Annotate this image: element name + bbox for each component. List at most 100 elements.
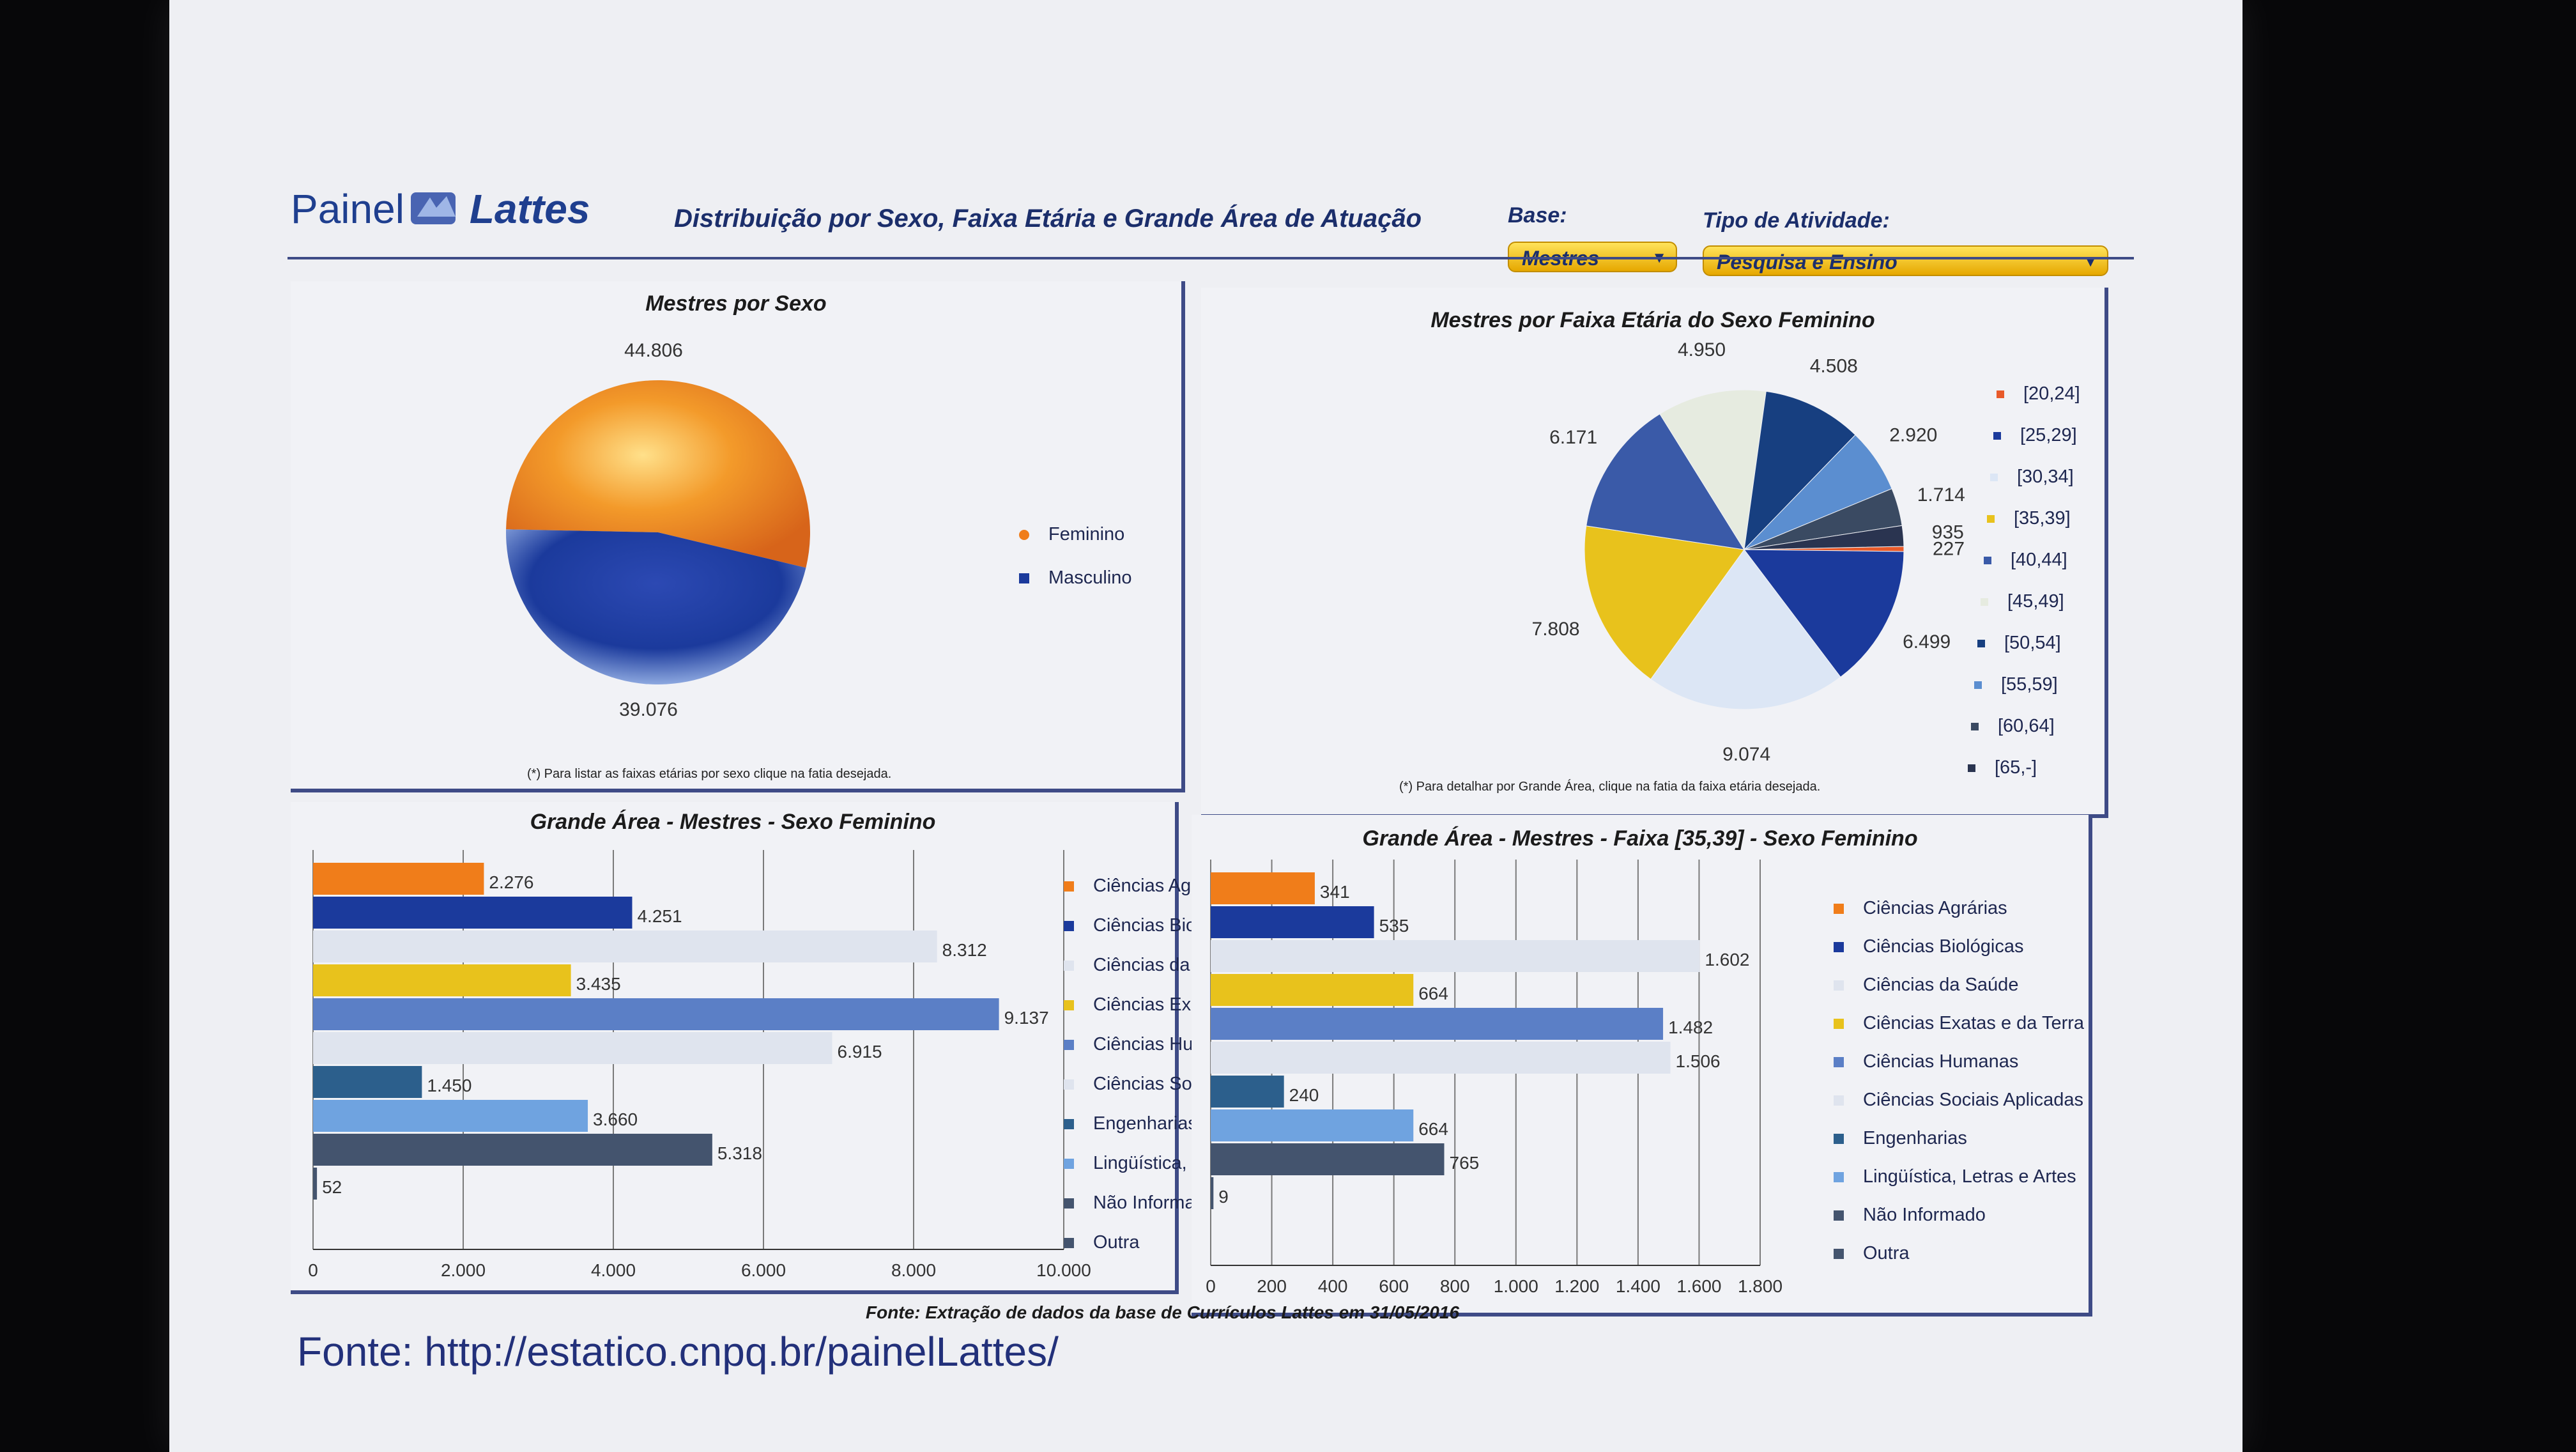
screen: Painel Lattes Distribuição por Sexo, Fai… [169,0,2242,1452]
pie-slice-35-39[interactable] [1584,525,1745,680]
legend-label: Outra [1863,1243,1910,1263]
pie-value-label: 935 [1932,522,1964,543]
pie-slice-30-34[interactable] [1650,549,1841,710]
legend-item-55-59[interactable]: [55,59] [1974,674,2058,695]
pie-value-label: 227 [1933,539,1965,560]
bar-outra[interactable] [1211,1177,1214,1209]
legend-item-nao-informado[interactable]: Não Informado [1834,1205,1986,1226]
x-tick-label: 1.600 [1676,1276,1721,1296]
legend-item-50-54[interactable]: [50,54] [1977,633,2061,654]
legend-label: Ciências Agrárias [1863,898,2007,918]
pie-value-label: 4.950 [1678,339,1726,360]
legend-item-engenharias[interactable]: Engenharias [1064,1113,1197,1134]
bar-ciencias-sociais-aplicadas[interactable] [1211,1042,1671,1074]
legend-swatch [1990,474,1998,482]
legend-label: Feminino [1048,524,1125,544]
pie-faixa-slices[interactable] [1584,389,1905,710]
legend-label: Engenharias [1863,1128,1967,1148]
legend-swatch [1064,1000,1074,1011]
bar-ciencias-exatas-e-da-terra[interactable] [1211,974,1414,1006]
legend-swatch [1019,530,1029,541]
bar-nao-informado[interactable] [1211,1143,1445,1175]
legend-item-ciencias-agrarias[interactable]: Ciências Agrárias [1834,898,2007,919]
legend-item-25-29[interactable]: [25,29] [1993,425,2077,446]
pie-slice-65[interactable] [1744,525,1905,550]
legend-item-ciencias-biologicas[interactable]: Ciências Biológicas [1834,936,2023,957]
legend-item-ciencias-exatas-e-da-terra[interactable]: Ciências Exatas e da Terra [1834,1013,2084,1034]
bar-value-label: 1.602 [1705,950,1749,969]
panel-mestres-por-sexo: Mestres por Sexo 44.806 39.076 Feminino [291,281,1185,792]
bar-ciencias-exatas-e-da-terra[interactable] [313,964,571,996]
bar-value-label: 9.137 [1004,1008,1049,1028]
legend-item-60-64[interactable]: [60,64] [1971,716,2055,737]
bar-engenharias[interactable] [1211,1076,1284,1108]
pie-slice-25-29[interactable] [1743,549,1905,678]
legend-item-outra[interactable]: Outra [1064,1232,1140,1253]
x-tick-label: 2.000 [441,1260,486,1280]
legend-item-ciencias-sociais-aplicadas[interactable]: Ciências Sociais Aplicadas [1834,1090,2083,1111]
bar-value-label: 8.312 [942,940,987,960]
legend-item-feminino[interactable]: Feminino [1019,524,1124,545]
panel-title: Grande Área - Mestres - Sexo Feminino [530,810,936,834]
pie-faixa-chart: 227 6.499 9.074 7.808 6.171 4.950 4.508 2.920 1.… [1532,339,1965,765]
bar-ciencias-agrarias[interactable] [1211,872,1315,904]
bar-ciencias-humanas[interactable] [1211,1008,1664,1040]
pie-slice-40-44[interactable] [1586,413,1745,550]
legend-swatch [1834,1249,1844,1260]
legend-item-ciencias-da-saude[interactable]: Ciências da Saúde [1834,975,2018,996]
bar-linguistica-letras-e-artes[interactable] [1211,1109,1414,1141]
bar-area-faixa-chart: 0 200 400 600 800 1.000 1.200 1.400 1.600 1.800 34… [1206,860,1782,1296]
legend-label: [60,64] [1998,716,2055,736]
bar-ciencias-agrarias[interactable] [313,863,484,895]
bar-ciencias-biologicas[interactable] [1211,906,1374,938]
bar-ciencias-da-saude[interactable] [1211,940,1700,972]
tipo-atividade-label: Tipo de Atividade: [1703,208,1890,233]
pie-faixa-labels: 227 6.499 9.074 7.808 6.171 4.950 4.508 2.920 1.… [1532,339,1965,765]
legend-item-45-49[interactable]: [45,49] [1981,591,2064,612]
legend-item-outra[interactable]: Outra [1834,1243,1910,1264]
bar-value-label: 664 [1418,984,1448,1003]
pie-slice-50-54[interactable] [1744,390,1856,551]
bar-value-label: 765 [1450,1153,1480,1173]
legend-item-65[interactable]: [65,-] [1968,757,2037,778]
bar-ciencias-da-saude[interactable] [313,931,937,962]
bar-nao-informado[interactable] [313,1134,712,1166]
tipo-atividade-select[interactable]: Pesquisa e Ensino ▼ [1703,245,2108,276]
pie-slice-feminino[interactable] [506,380,810,568]
pie-slice-45-49[interactable] [1659,389,1767,551]
base-label: Base: [1508,203,1567,228]
painel-lattes-logo[interactable]: Painel Lattes [291,185,590,233]
legend-item-masculino[interactable]: Masculino [1019,568,1132,589]
header-divider [288,257,2134,259]
bar-engenharias[interactable] [313,1066,422,1098]
legend-item-engenharias[interactable]: Engenharias [1834,1128,1967,1149]
legend-swatch [1064,1159,1074,1170]
legend-label: Ciências da Saúde [1863,975,2019,995]
bar-ciencias-humanas[interactable] [313,998,999,1030]
pie-value-label: 7.808 [1532,619,1580,640]
bar-outra[interactable] [313,1168,318,1200]
legend-item-ciencias-humanas[interactable]: Ciências Humanas [1834,1051,2018,1072]
x-tick-label: 4.000 [591,1260,636,1280]
legend-swatch [1984,557,1991,565]
legend-item-30-34[interactable]: [30,34] [1990,467,2074,488]
legend-item-35-39[interactable]: [35,39] [1987,508,2071,529]
bar-linguistica-letras-e-artes[interactable] [313,1100,588,1132]
legend-swatch [1834,904,1844,915]
legend-label: [35,39] [2014,508,2071,529]
pie-slice-masculino[interactable] [506,529,806,685]
chevron-down-icon: ▼ [2083,253,2098,270]
legend-item-20-24[interactable]: [20,24] [1997,383,2080,405]
panel-title: Mestres por Sexo [645,291,827,316]
legend-item-linguistica-letras-e-artes[interactable]: Lingüística, Letras e Artes [1834,1166,2076,1187]
legend-swatch [1974,681,1982,690]
legend-swatch [1064,881,1074,892]
legend-label: Ciências Exatas e da Terra [1863,1013,2085,1033]
bar-ciencias-sociais-aplicadas[interactable] [313,1032,832,1064]
legend-item-40-44[interactable]: [40,44] [1984,550,2067,571]
pie-sexo-slices[interactable] [506,380,810,685]
legend-label: [20,24] [2023,383,2080,404]
legend-swatch [1834,942,1844,953]
bar-ciencias-biologicas[interactable] [313,897,632,929]
x-tick-label: 1.000 [1494,1276,1538,1296]
